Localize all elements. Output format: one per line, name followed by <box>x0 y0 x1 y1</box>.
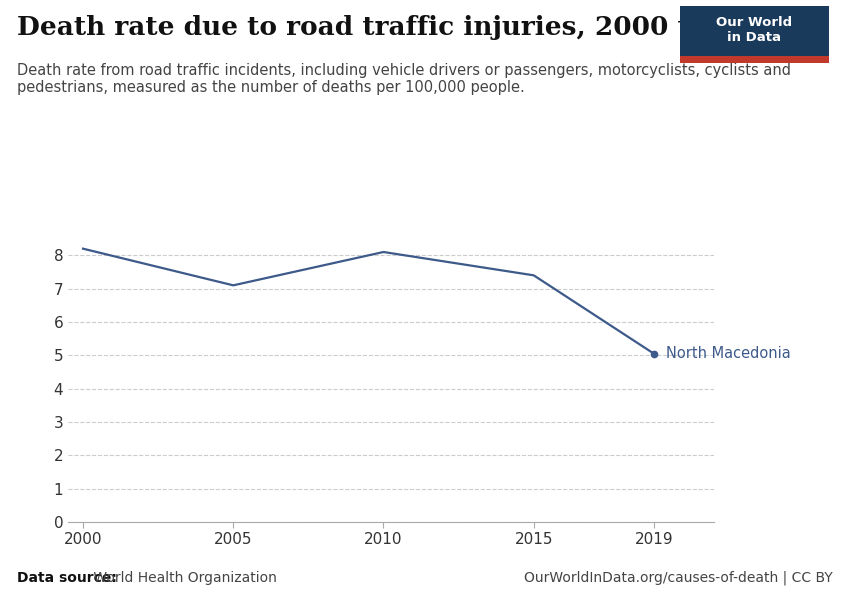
Text: Death rate due to road traffic injuries, 2000 to 2019: Death rate due to road traffic injuries,… <box>17 15 790 40</box>
Text: OurWorldInData.org/causes-of-death | CC BY: OurWorldInData.org/causes-of-death | CC … <box>524 571 833 585</box>
Text: Our World
in Data: Our World in Data <box>717 16 792 44</box>
Text: Data source:: Data source: <box>17 571 116 585</box>
Text: Death rate from road traffic incidents, including vehicle drivers or passengers,: Death rate from road traffic incidents, … <box>17 63 791 95</box>
Text: North Macedonia: North Macedonia <box>666 346 791 361</box>
Text: World Health Organization: World Health Organization <box>89 571 277 585</box>
